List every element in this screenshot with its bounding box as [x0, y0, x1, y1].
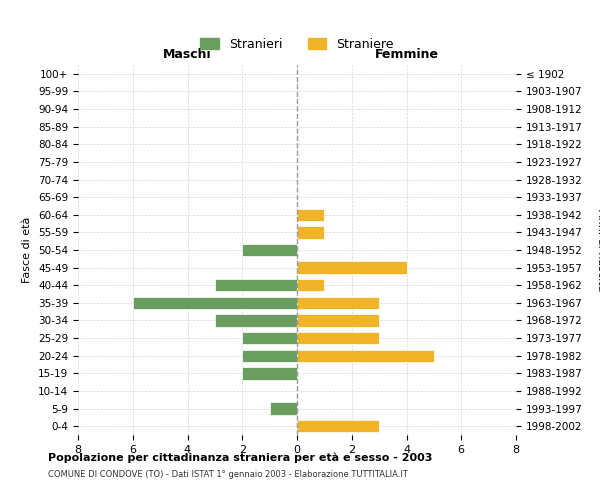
Bar — [297, 296, 379, 309]
Bar — [297, 350, 434, 362]
Bar — [242, 244, 297, 256]
Bar — [297, 279, 325, 291]
Y-axis label: Fasce di età: Fasce di età — [22, 217, 32, 283]
Text: Femmine: Femmine — [374, 48, 439, 62]
Bar — [297, 226, 325, 238]
Bar — [297, 314, 379, 326]
Y-axis label: Anni di nascita: Anni di nascita — [596, 209, 600, 291]
Bar — [297, 262, 407, 274]
Bar — [242, 332, 297, 344]
Bar — [297, 208, 325, 221]
Bar — [269, 402, 297, 414]
Bar — [215, 314, 297, 326]
Bar — [242, 350, 297, 362]
Text: Maschi: Maschi — [163, 48, 212, 62]
Text: Popolazione per cittadinanza straniera per età e sesso - 2003: Popolazione per cittadinanza straniera p… — [48, 452, 433, 463]
Bar — [215, 279, 297, 291]
Bar — [297, 332, 379, 344]
Bar — [133, 296, 297, 309]
Bar — [297, 420, 379, 432]
Text: COMUNE DI CONDOVE (TO) - Dati ISTAT 1° gennaio 2003 - Elaborazione TUTTITALIA.IT: COMUNE DI CONDOVE (TO) - Dati ISTAT 1° g… — [48, 470, 408, 479]
Bar — [242, 367, 297, 380]
Legend: Stranieri, Straniere: Stranieri, Straniere — [197, 34, 398, 54]
